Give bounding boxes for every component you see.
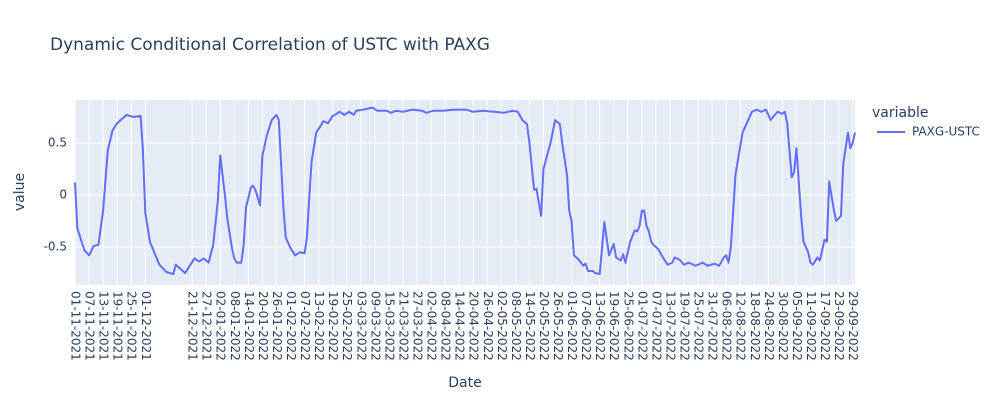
x-tick-label: 20-04-2022 [467,291,481,361]
x-tick-label: 18-08-2022 [748,291,762,361]
x-tick-label: 19-02-2022 [326,291,340,361]
x-tick-label: 14-04-2022 [453,291,467,361]
x-tick-label: 20-05-2022 [537,291,551,361]
x-tick-label: 02-05-2022 [495,291,509,361]
x-tick-label: 13-07-2022 [663,291,677,361]
x-tick-label: 08-01-2022 [228,291,242,361]
x-tick-label: 13-02-2022 [312,291,326,361]
x-tick-label: 15-03-2022 [382,291,396,361]
x-tick-label: 02-01-2022 [214,291,228,361]
x-tick-label: 19-06-2022 [607,291,621,361]
x-tick-label: 08-04-2022 [439,291,453,361]
x-tick-label: 29-09-2022 [846,291,860,361]
x-tick-label: 02-04-2022 [425,291,439,361]
x-tick-label: 27-03-2022 [410,291,424,361]
y-tick-label: 0.5 [48,135,67,149]
x-tick-label: 19-11-2021 [111,291,125,361]
x-tick-label: 17-09-2022 [818,291,832,361]
x-tick-label: 11-09-2022 [804,291,818,361]
x-tick-label: 31-07-2022 [706,291,720,361]
chart-title: Dynamic Conditional Correlation of USTC … [50,35,490,55]
x-tick-label: 27-12-2021 [200,291,214,361]
y-axis-title: value [12,173,28,211]
x-tick-label: 09-03-2022 [368,291,382,361]
x-tick-label: 14-01-2022 [242,291,256,361]
x-tick-label: 01-11-2021 [69,291,83,361]
x-axis-title: Date [448,375,481,391]
x-tick-label: 21-12-2021 [186,291,200,361]
x-tick-label: 13-11-2021 [97,291,111,361]
x-tick-label: 26-05-2022 [551,291,565,361]
x-tick-label: 25-07-2022 [692,291,706,361]
x-tick-label: 06-08-2022 [720,291,734,361]
x-tick-label: 13-06-2022 [593,291,607,361]
legend-label: PAXG-USTC [912,125,980,139]
x-tick-label: 05-09-2022 [790,291,804,361]
x-tick-label: 01-02-2022 [284,291,298,361]
x-tick-label: 08-05-2022 [509,291,523,361]
x-tick-label: 19-07-2022 [678,291,692,361]
x-tick-label: 03-03-2022 [354,291,368,361]
x-tick-label: 26-04-2022 [481,291,495,361]
x-tick-label: 07-02-2022 [298,291,312,361]
x-tick-label: 24-08-2022 [762,291,776,361]
plot-area [75,100,855,285]
x-tick-label: 01-06-2022 [565,291,579,361]
legend-title: variable [872,105,928,121]
data-line [74,106,856,276]
x-tick-label: 14-05-2022 [523,291,537,361]
y-tick-label: 0 [59,187,67,201]
x-tick-label: 25-06-2022 [621,291,635,361]
x-tick-label: 07-06-2022 [579,291,593,361]
y-tick-label: -0.5 [44,240,67,254]
x-tick-label: 26-01-2022 [270,291,284,361]
x-tick-label: 25-02-2022 [340,291,354,361]
x-tick-label: 12-08-2022 [734,291,748,361]
x-tick-label: 01-07-2022 [635,291,649,361]
x-tick-label: 21-03-2022 [396,291,410,361]
x-tick-label: 30-08-2022 [776,291,790,361]
x-tick-label: 07-11-2021 [83,291,97,361]
x-tick-label: 07-07-2022 [649,291,663,361]
x-tick-label: 25-11-2021 [125,291,139,361]
x-tick-label: 23-09-2022 [832,291,846,361]
x-tick-label: 20-01-2022 [256,291,270,361]
x-tick-label: 01-12-2021 [139,291,153,361]
